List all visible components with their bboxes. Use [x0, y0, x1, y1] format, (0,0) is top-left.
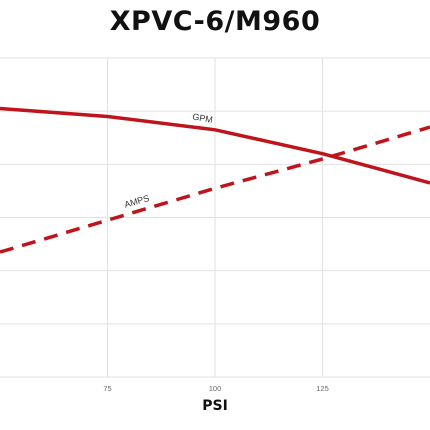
series-line-gpm	[0, 106, 430, 185]
series-line-amps	[0, 125, 430, 254]
x-tick-label: 125	[316, 384, 329, 393]
series-label-gpm: GPM	[192, 112, 214, 125]
chart-title: XPVC-6/M960	[109, 6, 321, 37]
series-label-amps: AMPS	[123, 193, 150, 210]
x-tick-label: 75	[103, 384, 111, 393]
x-tick-label: 100	[209, 384, 222, 393]
x-axis-title: PSI	[202, 398, 228, 414]
